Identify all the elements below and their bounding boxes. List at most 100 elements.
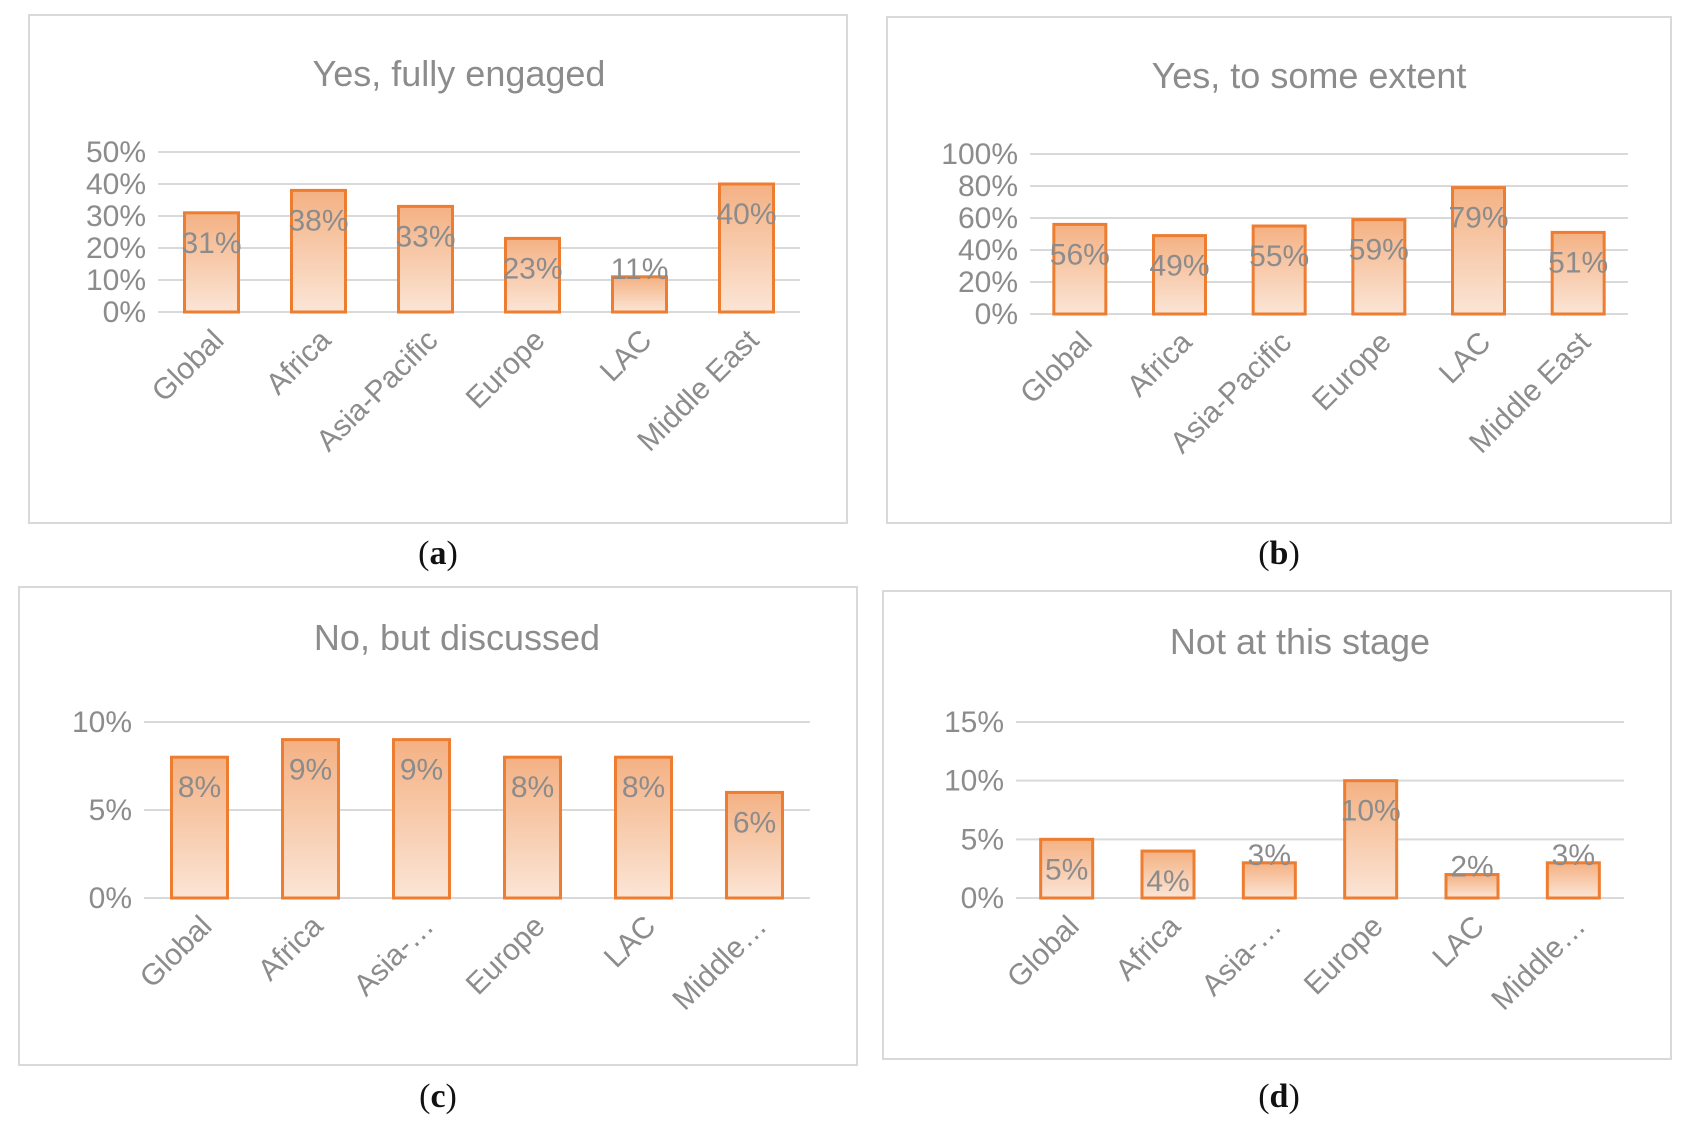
- chart-a-data-label-3: 23%: [502, 252, 562, 285]
- chart-b-category-label-3: Europe: [1306, 326, 1398, 418]
- chart-b-ytick-label: 60%: [958, 202, 1018, 235]
- chart-c-title: No, but discussed: [314, 617, 600, 658]
- chart-d-data-label-2: 3%: [1248, 839, 1291, 872]
- chart-c-data-label-4: 8%: [622, 771, 665, 804]
- chart-panel-c: No, but discussed 0% 5% 10% 8% Global 9% Africa…: [18, 586, 858, 1066]
- chart-a-ytick-label: 0%: [103, 296, 146, 329]
- chart-c-data-label-0: 8%: [178, 771, 221, 804]
- chart-a-category-label-4: LAC: [594, 324, 659, 389]
- chart-c-data-label-3: 8%: [511, 771, 554, 804]
- chart-b-data-label-0: 56%: [1050, 238, 1110, 271]
- chart-d-bar-2: [1241, 861, 1297, 900]
- chart-b-ytick-label: 40%: [958, 234, 1018, 267]
- chart-a-bar-0: [183, 211, 240, 314]
- chart-c-category-label-1: Africa: [252, 909, 330, 987]
- chart-d-category-label-3: Europe: [1298, 910, 1390, 1002]
- chart-a-bar-3: [504, 236, 561, 314]
- chart-d-ytick-label: 10%: [944, 765, 1004, 798]
- chart-a-data-label-0: 31%: [181, 227, 241, 260]
- chart-c-data-label-1: 9%: [289, 754, 332, 787]
- chart-panel-b: Yes, to some extent 0% 20% 40% 60% 80% 100% 56%…: [886, 16, 1672, 524]
- chart-b-ytick-label: 100%: [941, 138, 1018, 171]
- chart-a-title: Yes, fully engaged: [313, 53, 606, 94]
- chart-b-data-label-5: 51%: [1548, 246, 1608, 279]
- chart-a-ytick-label: 40%: [86, 168, 146, 201]
- chart-a-data-label-2: 33%: [395, 220, 455, 253]
- chart-d-data-label-1: 4%: [1146, 865, 1189, 898]
- chart-d-ytick-label: 15%: [944, 706, 1004, 739]
- chart-d-category-label-5: Middle…: [1485, 910, 1592, 1017]
- chart-panel-a: Yes, fully engaged 0% 10% 20% 30% 40% 50% 31% Gl…: [28, 14, 848, 524]
- chart-b: Yes, to some extent 0%20%40%60%80%100% 56%…: [941, 55, 1628, 460]
- chart-a-ytick-label: 50%: [86, 136, 146, 169]
- chart-d-data-label-4: 2%: [1450, 851, 1493, 884]
- chart-b-category-label-4: LAC: [1433, 326, 1498, 391]
- chart-c-bar-5: [725, 790, 784, 900]
- chart-a-category-label-3: Europe: [460, 324, 552, 416]
- chart-b-category-label-0: Global: [1014, 326, 1099, 411]
- chart-d-title: Not at this stage: [1170, 621, 1430, 662]
- chart-c-ytick-label: 5%: [89, 794, 132, 827]
- chart-c-bar-2: [392, 738, 451, 900]
- chart-c: No, but discussed 0% 5% 10% 8% Global 9% Africa…: [72, 617, 810, 1017]
- chart-b-title: Yes, to some extent: [1152, 55, 1467, 96]
- chart-c-category-label-5: Middle…: [666, 910, 773, 1017]
- chart-a-data-label-1: 38%: [288, 204, 348, 237]
- chart-d-ytick-label: 0%: [961, 882, 1004, 915]
- chart-a-bar-1: [290, 188, 347, 314]
- chart-c-category-label-0: Global: [134, 910, 219, 995]
- chart-d-data-label-3: 10%: [1341, 795, 1401, 828]
- chart-c-category-label-2: Asia-…: [348, 910, 441, 1003]
- chart-c-category-label-4: LAC: [598, 910, 663, 975]
- caption-d: (d): [1258, 1078, 1300, 1115]
- chart-c-bar-4: [614, 755, 673, 900]
- chart-c-ytick-label: 0%: [89, 882, 132, 915]
- chart-b-data-label-3: 59%: [1349, 234, 1409, 267]
- chart-d-bar-1: [1140, 849, 1196, 900]
- chart-b-category-label-1: Africa: [1121, 325, 1199, 403]
- chart-b-bar-0: [1052, 222, 1108, 316]
- chart-d-category-label-2: Asia-…: [1195, 910, 1288, 1003]
- chart-b-data-label-4: 79%: [1448, 202, 1508, 235]
- chart-c-ytick-label: 10%: [72, 706, 132, 739]
- chart-a: Yes, fully engaged0%10%20%30%40%50%31%Gl…: [86, 53, 800, 458]
- chart-a-bar-5: [718, 182, 775, 314]
- chart-a-ytick-label: 10%: [86, 264, 146, 297]
- caption-c: (c): [419, 1078, 457, 1115]
- chart-c-bar-1: [281, 738, 340, 900]
- chart-d-bar-5: [1545, 861, 1601, 900]
- chart-d-category-label-4: LAC: [1426, 910, 1491, 975]
- chart-c-data-label-2: 9%: [400, 754, 443, 787]
- chart-b-ytick-label: 0%: [975, 298, 1018, 331]
- chart-b-bar-1: [1152, 234, 1207, 316]
- chart-d-data-label-0: 5%: [1045, 853, 1088, 886]
- chart-a-ytick-label: 20%: [86, 232, 146, 265]
- chart-a-data-label-4: 11%: [611, 253, 669, 286]
- chart-d-bar-3: [1343, 779, 1399, 900]
- chart-b-bar-2: [1251, 224, 1307, 316]
- chart-c-data-label-5: 6%: [733, 806, 776, 839]
- chart-b-bar-4: [1451, 186, 1506, 316]
- chart-d-data-label-5: 3%: [1552, 839, 1595, 872]
- chart-b-bar-5: [1550, 230, 1606, 316]
- caption-a: (a): [418, 535, 458, 572]
- chart-a-data-label-5: 40%: [716, 198, 776, 231]
- chart-b-ytick-label: 20%: [958, 266, 1018, 299]
- chart-d-category-label-1: Africa: [1109, 909, 1187, 987]
- chart-c-category-label-3: Europe: [460, 910, 552, 1002]
- chart-b-bar-3: [1351, 218, 1407, 316]
- chart-d-bar-4: [1444, 873, 1500, 900]
- chart-d-category-label-0: Global: [1001, 910, 1086, 995]
- chart-d: Not at this stage 0% 5% 10% 15% 5% Global 4% Afr…: [944, 621, 1624, 1017]
- chart-c-bar-3: [503, 755, 562, 900]
- caption-b: (b): [1258, 535, 1300, 572]
- chart-b-ytick-label: 80%: [958, 170, 1018, 203]
- chart-a-bar-2: [397, 204, 454, 314]
- chart-a-category-label-0: Global: [146, 324, 231, 409]
- chart-b-data-label-2: 55%: [1249, 240, 1309, 273]
- chart-a-category-label-1: Africa: [260, 323, 338, 401]
- chart-c-bar-0: [170, 755, 229, 900]
- chart-d-bar-0: [1039, 837, 1095, 900]
- chart-b-data-label-1: 49%: [1149, 250, 1209, 283]
- chart-d-ytick-label: 5%: [961, 823, 1004, 856]
